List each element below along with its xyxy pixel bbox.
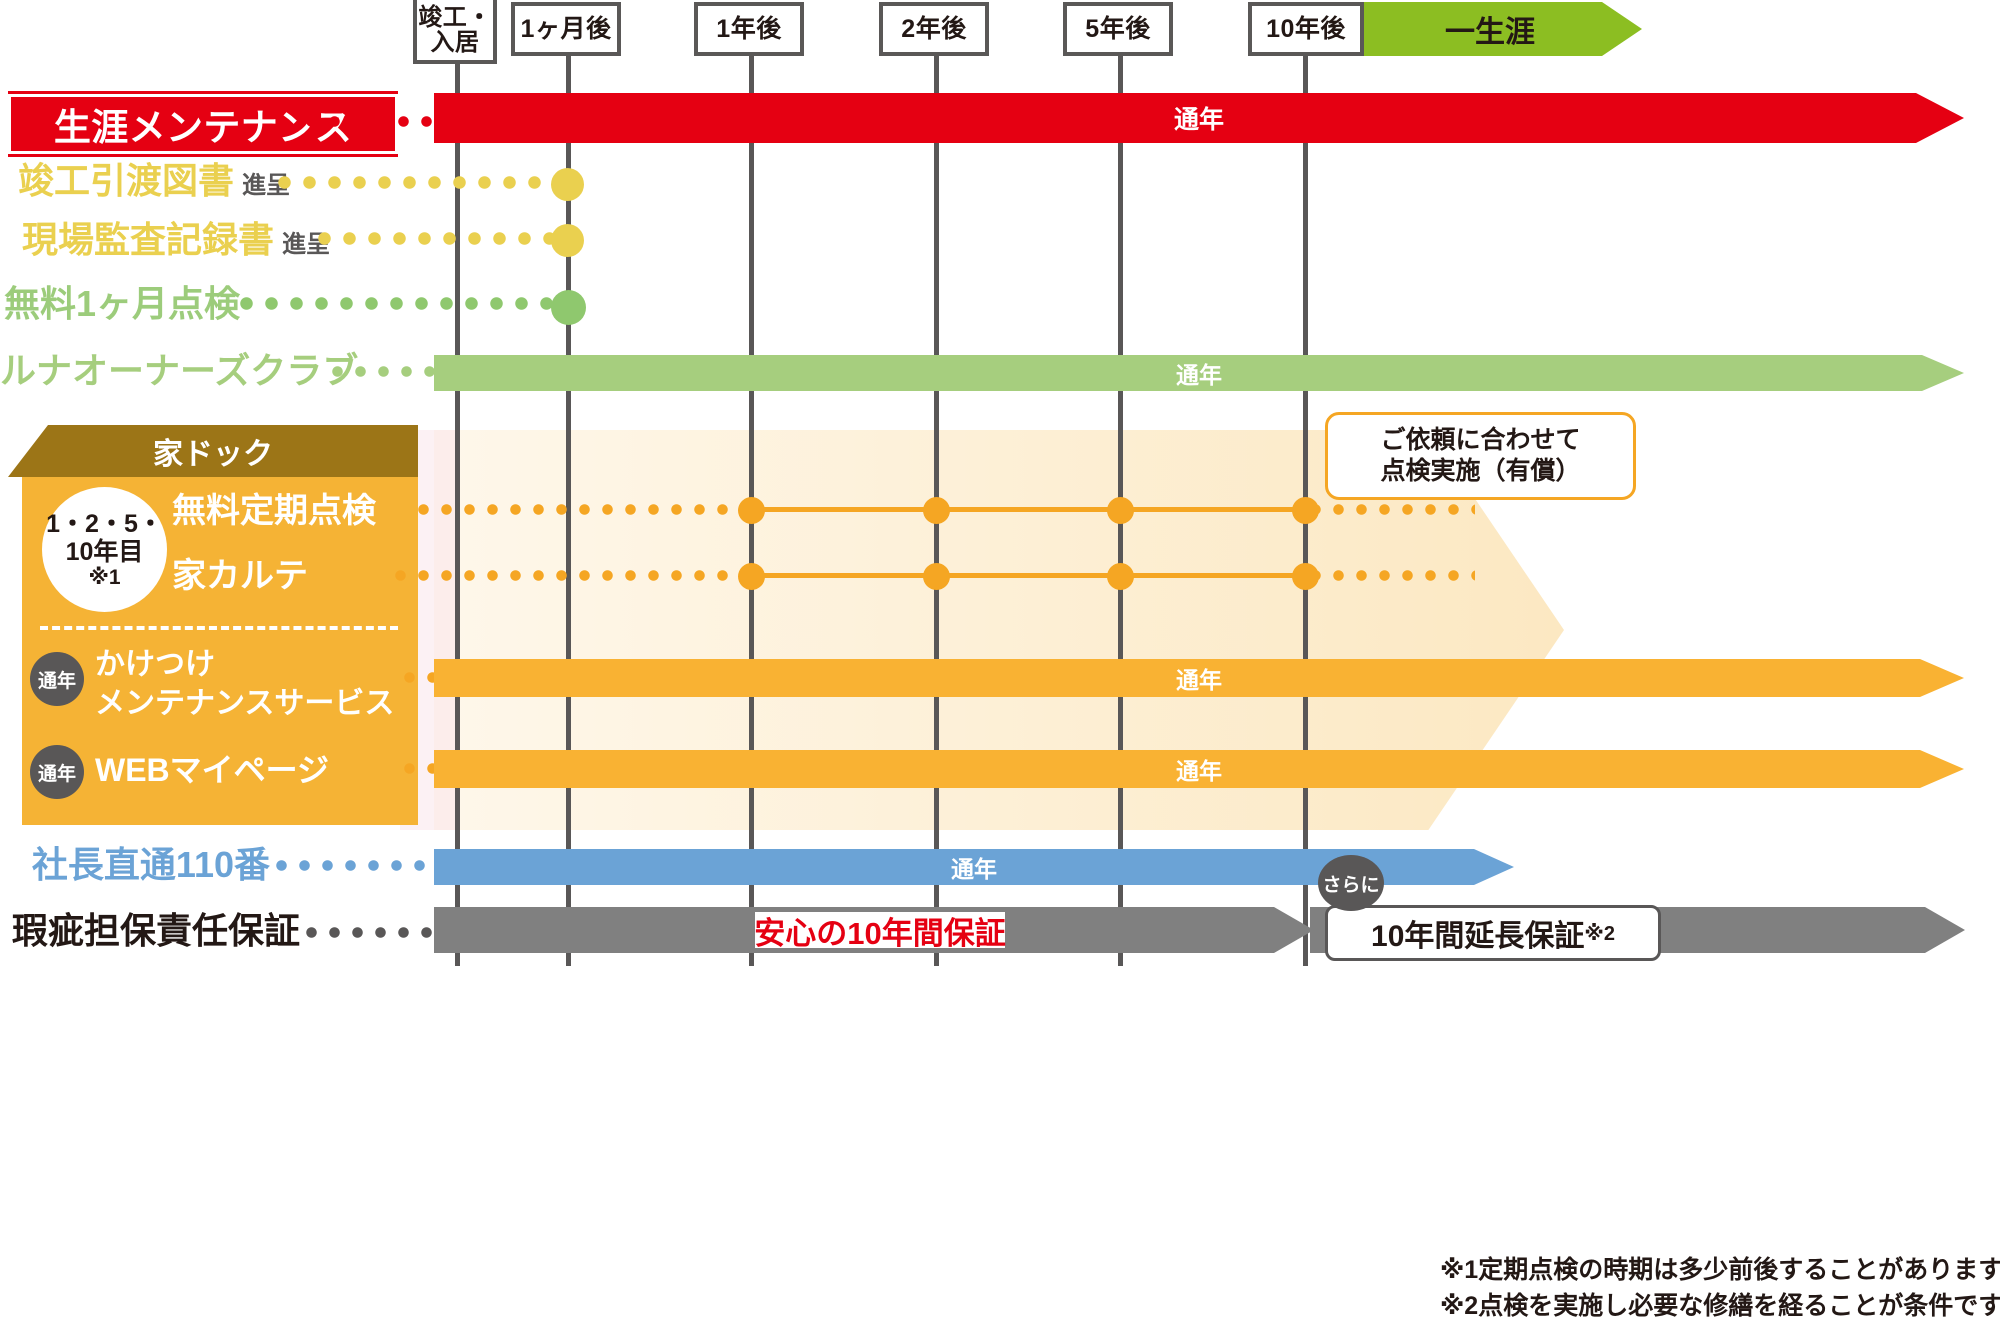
kaketsuke-tsunen-badge: 通年 bbox=[30, 652, 84, 706]
bar-luna-owners-club: 通年 bbox=[434, 355, 1964, 391]
house-section-divider bbox=[40, 626, 398, 630]
dot-chart-1year bbox=[738, 563, 765, 590]
luna-owners-club-label: ルナオーナーズクラブ bbox=[0, 353, 358, 389]
leader-luna-owners-club bbox=[332, 366, 438, 377]
house-dock-roof: 家ドック bbox=[8, 425, 418, 477]
kaketsuke-service-label: かけつけ メンテナンスサービス bbox=[95, 648, 394, 720]
warranty-extension-pill: 10年間延長保証 ※2 bbox=[1325, 905, 1661, 961]
leader-president-hotline bbox=[276, 860, 436, 871]
footnote-1: ※1定期点検の時期は多少前後することがあります。 bbox=[1440, 1256, 2000, 1284]
period-label-line2: 入居 bbox=[430, 29, 480, 56]
free-one-month-check-label-text: 無料1ヶ月点検 bbox=[3, 283, 240, 324]
inspection-years-line3: ※1 bbox=[88, 565, 121, 589]
footnote-2: ※2点検を実施し必要な修繕を経ることが条件です。 bbox=[1440, 1292, 2000, 1321]
bar-label-lifetime: 通年 bbox=[1173, 106, 1224, 134]
completion-documents-label-text: 竣工引渡図書 bbox=[17, 160, 234, 201]
lifetime-maintenance-label: 生涯メンテナンス bbox=[8, 91, 398, 157]
kaketsuke-service-line1: かけつけ bbox=[95, 648, 215, 681]
period-box-1month: 1ヶ月後 bbox=[511, 2, 621, 56]
bar-label-luna: 通年 bbox=[1176, 362, 1222, 388]
bar-lifetime-maintenance: 通年 bbox=[434, 93, 1964, 143]
dot-chart-5year bbox=[1107, 563, 1134, 590]
dot-inspection-10year bbox=[1292, 497, 1319, 524]
leader-free-one-month-check bbox=[240, 297, 570, 310]
footnotes: ※1定期点検の時期は多少前後することがあります。 ※2点検を実施し必要な修繕を経… bbox=[1440, 1252, 2000, 1322]
bar-label-kaketsuke: 通年 bbox=[1176, 667, 1222, 693]
dot-chart-10year bbox=[1292, 563, 1319, 590]
leader-lifetime-maintenance bbox=[306, 116, 436, 127]
paid-inspection-callout: ご依頼に合わせて 点検実施（有償） bbox=[1325, 412, 1636, 500]
period-label-line1: 竣工・ bbox=[418, 3, 492, 31]
dot-completion-documents-1month bbox=[551, 168, 584, 201]
webmypage-label: WEBマイページ bbox=[95, 752, 330, 789]
callout-line2: 点検実施（有償） bbox=[1380, 457, 1581, 485]
sarani-badge-text: さらに bbox=[1322, 874, 1380, 896]
bar-kaketsuke-service: 通年 bbox=[434, 659, 1964, 697]
defect-warranty-label-text: 瑕疵担保責任保証 bbox=[11, 910, 300, 951]
dot-free-one-month-check bbox=[551, 290, 586, 325]
leader-defect-warranty bbox=[306, 927, 436, 938]
period-box-1year: 1年後 bbox=[694, 2, 804, 56]
webmypage-tsunen-badge: 通年 bbox=[30, 745, 84, 799]
dot-site-inspection-record-1month bbox=[551, 224, 584, 257]
period-box-2year: 2年後 bbox=[879, 2, 989, 56]
site-inspection-record-label: 現場監査記録書 進呈 bbox=[0, 222, 330, 258]
free-one-month-check-label: 無料1ヶ月点検 bbox=[0, 286, 240, 322]
sarani-badge: さらに bbox=[1318, 855, 1384, 911]
bar-webmypage: 通年 bbox=[434, 750, 1964, 788]
inspection-years-line2: 10年目 bbox=[65, 537, 144, 566]
warranty-extension-text: 10年間延長保証 bbox=[1371, 920, 1585, 953]
inspection-years-badge: 1・2・5・ 10年目 ※1 bbox=[42, 487, 167, 612]
warranty-10-year-text: 安心の10年間保証 bbox=[754, 915, 1006, 951]
period-label: 1ヶ月後 bbox=[520, 14, 612, 43]
period-label: 2年後 bbox=[901, 14, 967, 43]
webmypage-tsunen-badge-text: 通年 bbox=[37, 763, 76, 785]
kaketsuke-tsunen-badge-text: 通年 bbox=[37, 670, 76, 692]
dot-inspection-2year bbox=[923, 497, 950, 524]
bar-label-hotline: 通年 bbox=[951, 856, 997, 882]
dot-inspection-1year bbox=[738, 497, 765, 524]
leader-home-chart bbox=[395, 570, 755, 581]
site-inspection-record-label-text: 現場監査記録書 bbox=[21, 219, 274, 260]
lifetime-label: 一生涯 bbox=[1445, 16, 1535, 49]
kaketsuke-service-line2: メンテナンスサービス bbox=[95, 686, 395, 720]
leader-webmypage bbox=[404, 763, 438, 774]
leader-home-chart-tail bbox=[1310, 570, 1475, 581]
warranty-extension-note: ※2 bbox=[1584, 922, 1615, 945]
free-periodic-inspection-label: 無料定期点検 bbox=[172, 492, 376, 530]
president-hotline-label: 社長直通110番 bbox=[0, 847, 270, 883]
inspection-years-line1: 1・2・5・ bbox=[46, 509, 163, 538]
warranty-10-year-pill: 安心の10年間保証 bbox=[754, 912, 1006, 951]
leader-site-inspection-record bbox=[318, 232, 568, 245]
bar-label-webmypage: 通年 bbox=[1176, 758, 1222, 784]
dot-chart-2year bbox=[923, 563, 950, 590]
house-dock-roof-label: 家ドック bbox=[153, 438, 273, 471]
leader-completion-documents bbox=[278, 176, 568, 189]
leader-free-periodic-inspection-tail bbox=[1310, 504, 1475, 515]
line-home-chart bbox=[749, 573, 1309, 578]
luna-owners-club-label-text: ルナオーナーズクラブ bbox=[0, 350, 359, 391]
period-box-completion: 竣工・ 入居 bbox=[413, 0, 497, 64]
dot-inspection-5year bbox=[1107, 497, 1134, 524]
lifetime-banner: 一生涯 bbox=[1364, 2, 1642, 56]
president-hotline-label-text: 社長直通110番 bbox=[31, 844, 270, 885]
free-periodic-inspection-text: 無料定期点検 bbox=[172, 492, 376, 530]
leader-free-periodic-inspection bbox=[418, 504, 758, 515]
callout-line1: ご依頼に合わせて bbox=[1380, 425, 1581, 454]
line-free-periodic-inspection bbox=[749, 507, 1309, 512]
period-box-10year: 10年後 bbox=[1248, 2, 1364, 56]
leader-kaketsuke bbox=[404, 672, 438, 683]
home-chart-label: 家カルテ bbox=[172, 557, 308, 595]
home-chart-text: 家カルテ bbox=[172, 557, 308, 595]
period-label: 5年後 bbox=[1085, 14, 1151, 43]
defect-warranty-label: 瑕疵担保責任保証 bbox=[0, 913, 300, 949]
webmypage-text: WEBマイページ bbox=[95, 752, 330, 788]
period-label: 1年後 bbox=[716, 14, 782, 43]
period-box-5year: 5年後 bbox=[1063, 2, 1173, 56]
period-label: 10年後 bbox=[1266, 14, 1346, 43]
lifetime-maintenance-label-text: 生涯メンテナンス bbox=[53, 107, 353, 148]
completion-documents-label: 竣工引渡図書 進呈 bbox=[0, 163, 290, 199]
